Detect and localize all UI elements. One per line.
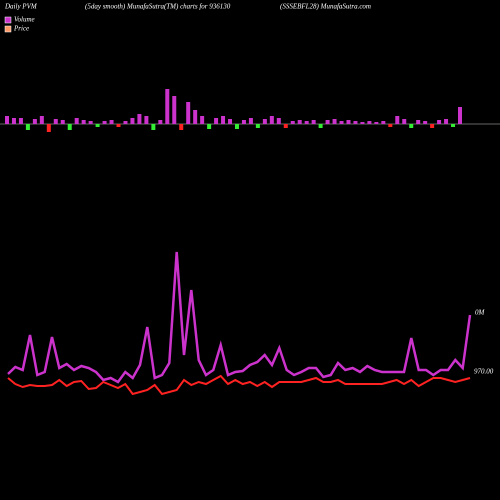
volume-bar — [137, 114, 142, 124]
volume-bar — [39, 116, 44, 124]
volume-bar — [102, 121, 107, 124]
volume-bar — [416, 120, 421, 124]
volume-bar — [25, 124, 30, 130]
volume-bar — [367, 121, 372, 124]
volume-bar — [5, 116, 9, 124]
line-series — [7, 374, 471, 396]
volume-bar — [158, 120, 163, 124]
volume-bar — [360, 122, 365, 124]
volume-bar — [339, 121, 344, 124]
volume-bar — [88, 121, 93, 124]
volume-bar — [32, 119, 37, 124]
volume-bar — [430, 124, 435, 128]
volume-bar — [283, 124, 288, 128]
volume-bar — [444, 119, 449, 124]
volume-bar — [214, 118, 219, 124]
volume-bar — [144, 116, 149, 124]
volume-bar — [46, 124, 51, 132]
volume-bar — [395, 116, 400, 124]
volume-bar — [109, 120, 114, 124]
volume-bar — [116, 124, 121, 127]
volume-bar — [451, 124, 456, 127]
volume-bar — [53, 119, 58, 124]
legend-label: Volume — [14, 16, 35, 24]
volume-bar — [402, 119, 407, 124]
annotation: 0M — [475, 309, 486, 317]
volume-bar — [304, 121, 309, 124]
line-series — [7, 251, 472, 384]
volume-bar — [207, 124, 212, 129]
volume-bar — [437, 120, 442, 124]
volume-bar — [423, 121, 428, 124]
volume-bar — [409, 124, 414, 128]
legend-label: Price — [13, 25, 29, 33]
volume-bar — [374, 122, 379, 124]
y-tick-label: 970.00 — [474, 368, 494, 376]
chart-subtitle: (5day smooth) MunafaSutra(TM) charts for… — [85, 3, 231, 11]
chart-title: Daily PVM — [4, 3, 38, 11]
volume-bar — [151, 124, 156, 130]
volume-bar — [311, 120, 316, 124]
volume-bar — [81, 120, 86, 124]
volume-bar — [179, 124, 184, 130]
volume-bar — [353, 121, 358, 124]
volume-bar — [388, 124, 393, 127]
volume-bar — [255, 124, 260, 128]
volume-bar — [186, 102, 191, 124]
volume-bar — [458, 107, 462, 124]
volume-bar — [228, 119, 233, 124]
volume-bar — [123, 121, 128, 124]
volume-bar — [241, 120, 246, 124]
legend-swatch — [4, 16, 12, 24]
volume-bar — [234, 124, 239, 129]
volume-bar — [290, 121, 295, 124]
volume-bar — [130, 118, 135, 124]
volume-bar — [74, 118, 79, 124]
volume-bar — [221, 116, 226, 124]
volume-bar — [67, 124, 72, 130]
volume-bar — [200, 116, 205, 124]
volume-bar — [325, 120, 330, 124]
volume-bar — [297, 120, 302, 124]
volume-bar — [18, 118, 23, 124]
volume-bar — [262, 119, 267, 124]
volume-bar — [193, 110, 198, 124]
volume-bar — [248, 118, 253, 124]
volume-bar — [11, 118, 16, 124]
volume-bar — [172, 96, 177, 124]
volume-bar — [95, 124, 100, 127]
volume-bar — [346, 120, 351, 124]
volume-bar — [381, 121, 386, 124]
volume-bar — [318, 124, 323, 128]
legend-swatch — [4, 25, 12, 33]
volume-bar — [165, 89, 170, 124]
volume-bar — [269, 116, 274, 124]
volume-bar — [332, 119, 337, 124]
chart-source: (SSSEBFL28) MunafaSutra.com — [280, 3, 371, 11]
volume-bar — [276, 118, 281, 124]
volume-bar — [60, 120, 65, 124]
